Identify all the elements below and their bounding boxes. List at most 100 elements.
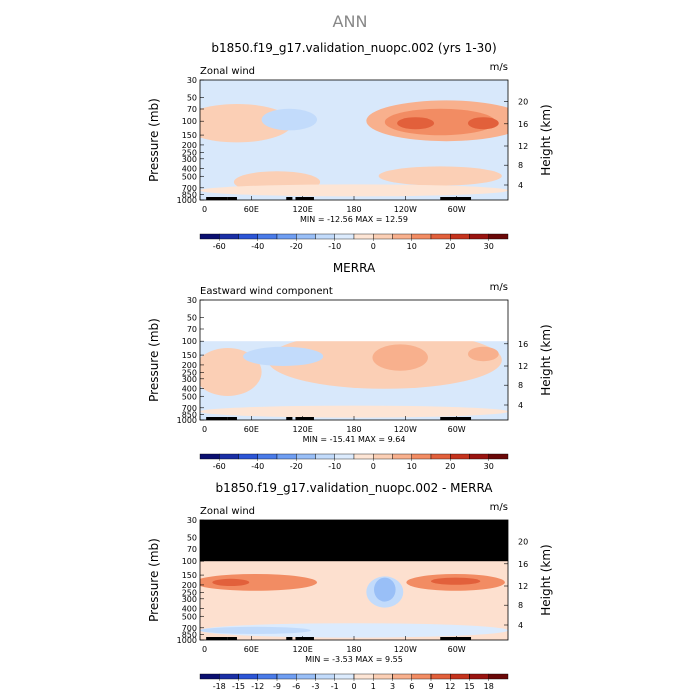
colorbar-label: 10 <box>407 242 417 251</box>
longitude-tick-label: 60E <box>244 205 259 214</box>
colorbar-label: -9 <box>273 682 281 691</box>
colorbar-swatch <box>353 233 374 240</box>
colorbar-label: 0 <box>371 242 376 251</box>
height-tick-label: 16 <box>518 560 528 569</box>
colorbar-swatch <box>353 673 374 680</box>
height-tick-label: 8 <box>518 601 523 610</box>
height-tick-label: 12 <box>518 142 528 151</box>
contour-region <box>374 577 396 602</box>
y-axis-label-left: Pressure (mb) <box>147 538 161 622</box>
pressure-tick-label: 1000 <box>177 636 197 645</box>
pressure-tick-label: 50 <box>187 533 197 542</box>
longitude-tick-label: 120E <box>293 645 313 654</box>
colorbar-swatch <box>450 673 470 680</box>
colorbar-swatch <box>315 453 335 460</box>
longitude-tick-label: 180 <box>346 645 361 654</box>
colorbar-label: 9 <box>428 682 433 691</box>
height-tick-label: 4 <box>518 401 523 410</box>
variable-label: Zonal wind <box>200 66 255 77</box>
contour-region <box>378 166 502 186</box>
height-tick-label: 8 <box>518 381 523 390</box>
colorbar-label: -60 <box>213 462 226 471</box>
height-tick-label: 12 <box>518 362 528 371</box>
height-tick-label: 16 <box>518 340 528 349</box>
pressure-tick-label: 850 <box>182 630 197 639</box>
colorbar-label: -1 <box>331 682 339 691</box>
height-tick-label: 4 <box>518 621 523 630</box>
longitude-tick-label: 120E <box>293 425 313 434</box>
pressure-tick-label: 1000 <box>177 196 197 205</box>
masked-region <box>200 520 508 562</box>
colorbar-swatch <box>199 453 220 460</box>
contour-region <box>200 574 318 591</box>
colorbar-swatch <box>276 453 297 460</box>
colorbar-swatch <box>411 233 432 240</box>
colorbar-swatch <box>257 673 278 680</box>
colorbar-swatch <box>296 673 316 680</box>
colorbar-swatch <box>430 233 451 240</box>
colorbar-label: -12 <box>251 682 264 691</box>
pressure-tick-label: 100 <box>182 117 197 126</box>
colorbar-label: -20 <box>290 242 303 251</box>
pressure-tick-label: 50 <box>187 93 197 102</box>
colorbar-label: -10 <box>328 462 341 471</box>
min-max-stats: MIN = -15.41 MAX = 9.64 <box>303 435 406 444</box>
pressure-tick-label: 850 <box>182 410 197 419</box>
colorbar-label: -18 <box>213 682 226 691</box>
y-axis-label-left: Pressure (mb) <box>147 318 161 402</box>
longitude-tick-label: 0 <box>202 205 207 214</box>
colorbar-swatch <box>238 453 258 460</box>
topography-bar <box>295 197 314 200</box>
panel-title: b1850.f19_g17.validation_nuopc.002 - MER… <box>215 481 493 495</box>
colorbar-swatch <box>411 453 432 460</box>
colorbar-label: 0 <box>351 682 356 691</box>
colorbar-swatch <box>199 673 220 680</box>
height-tick-label: 12 <box>518 582 528 591</box>
colorbar-swatch <box>315 673 335 680</box>
pressure-tick-label: 300 <box>182 595 197 604</box>
colorbar-swatch <box>488 453 509 460</box>
topography-bar <box>440 637 472 640</box>
colorbar-label: -20 <box>290 462 303 471</box>
topography-bar <box>440 417 472 420</box>
colorbar-swatch <box>469 233 489 240</box>
topography-bar <box>295 637 314 640</box>
pressure-tick-label: 30 <box>187 296 197 305</box>
colorbar-label: -15 <box>232 682 245 691</box>
pressure-tick-label: 200 <box>182 361 197 370</box>
height-tick-label: 16 <box>518 120 528 129</box>
units-label: m/s <box>490 502 508 513</box>
pressure-tick-label: 30 <box>187 76 197 85</box>
pressure-tick-label: 1000 <box>177 416 197 425</box>
colorbar-label: 10 <box>407 462 417 471</box>
colorbar-swatch <box>257 233 278 240</box>
pressure-tick-label: 700 <box>182 404 197 413</box>
colorbar-label: 18 <box>484 682 494 691</box>
variable-label: Zonal wind <box>200 506 255 517</box>
topography-bar <box>227 197 237 200</box>
pressure-tick-label: 250 <box>182 369 197 378</box>
colorbar-label: 20 <box>445 242 455 251</box>
height-tick-label: 20 <box>518 538 528 547</box>
longitude-tick-label: 120E <box>293 205 313 214</box>
page-title: ANN <box>332 12 368 31</box>
pressure-tick-label: 200 <box>182 141 197 150</box>
colorbar-swatch <box>219 233 239 240</box>
colorbar-swatch <box>334 233 355 240</box>
pressure-tick-label: 700 <box>182 624 197 633</box>
longitude-tick-label: 120W <box>394 205 417 214</box>
pressure-tick-label: 700 <box>182 184 197 193</box>
units-label: m/s <box>490 62 508 73</box>
panel-title: MERRA <box>333 261 376 275</box>
colorbar-swatch <box>411 673 432 680</box>
pressure-tick-label: 150 <box>182 351 197 360</box>
topography-bar <box>286 417 293 420</box>
contour-region <box>467 346 499 362</box>
min-max-stats: MIN = -3.53 MAX = 9.55 <box>305 655 403 664</box>
colorbar-label: 0 <box>371 462 376 471</box>
colorbar-swatch <box>392 673 412 680</box>
colorbar-label: -3 <box>312 682 320 691</box>
units-label: m/s <box>490 282 508 293</box>
colorbar-swatch <box>469 453 489 460</box>
